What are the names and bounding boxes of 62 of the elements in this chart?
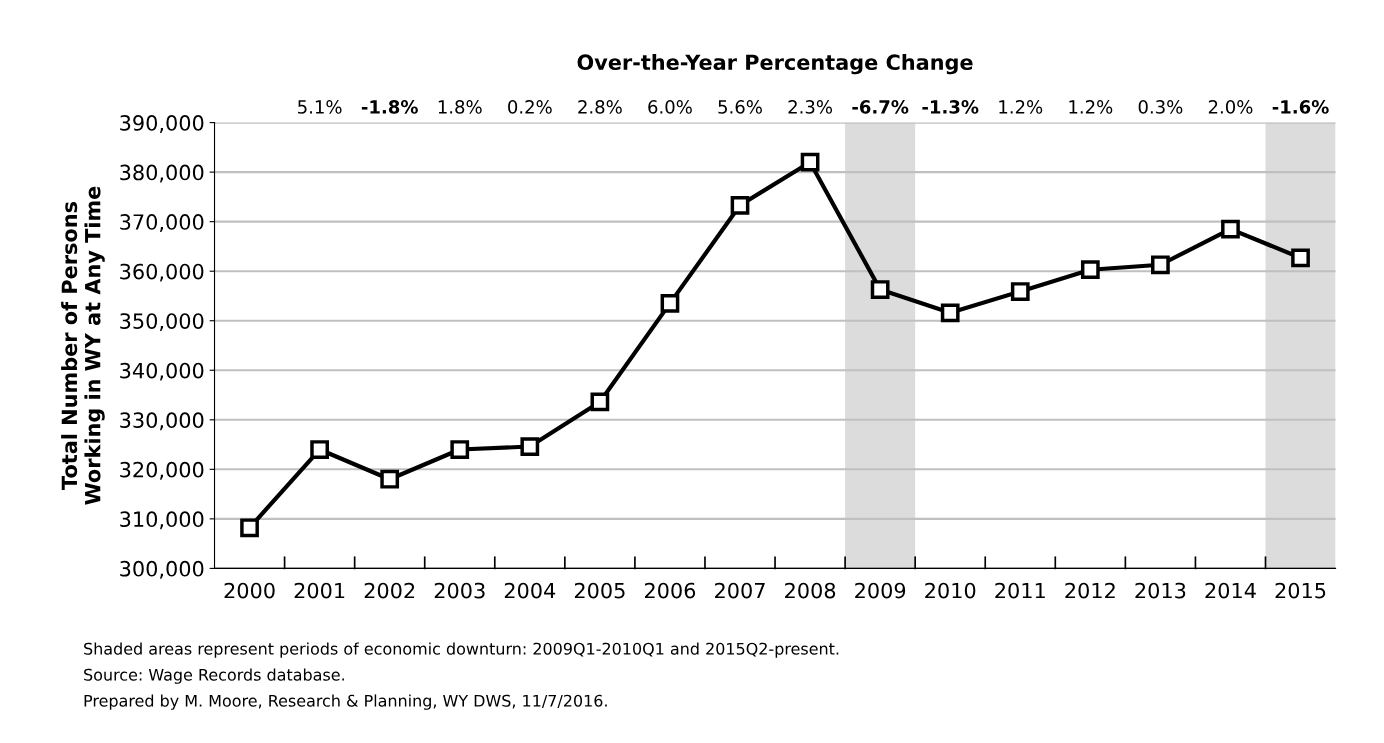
text: -1.3% xyxy=(922,100,979,114)
text: 5.1% xyxy=(298,100,342,114)
x-tick-label: 2005 xyxy=(574,582,625,599)
y-axis-title: Total Number of Persons Working in WY at Any Time xyxy=(61,186,105,505)
y-tick-label: 320,000 xyxy=(120,461,204,480)
y-tick-label: 340,000 xyxy=(120,362,204,381)
x-tick-label: 2004 xyxy=(504,582,556,599)
text: 5.6% xyxy=(718,100,762,114)
y-tick-label: 310,000 xyxy=(120,511,204,530)
y-tick-label: 350,000 xyxy=(120,313,204,332)
point xyxy=(450,440,470,459)
point xyxy=(660,294,680,313)
x-tick-label: 2010 xyxy=(925,582,976,599)
y-tick-label: 300,000 xyxy=(120,560,204,579)
text: 0.3% xyxy=(1138,100,1183,114)
y-tick-label: 330,000 xyxy=(120,412,204,431)
text: 1.2% xyxy=(1069,100,1113,114)
text: 2.3% xyxy=(788,100,833,114)
point xyxy=(1151,255,1170,275)
point xyxy=(240,518,259,538)
x-tick-label: 2009 xyxy=(855,582,906,599)
point xyxy=(1291,248,1310,268)
point xyxy=(310,440,329,459)
text: Prepared by M. Moore, Research & Planning, WY DWS, 11/7/2016. xyxy=(84,694,607,710)
text: Shaded areas represent periods of economic downturn: 2009Q1-2010Q1 and 2015Q2-present. xyxy=(84,642,839,658)
source-note: Source: Wage Records database. xyxy=(84,668,344,684)
y-tick-label: 360,000 xyxy=(120,263,204,282)
x-tick-label: 2013 xyxy=(1135,582,1186,599)
point xyxy=(940,303,960,323)
point xyxy=(1080,260,1100,280)
y-tick-label: 370,000 xyxy=(120,214,204,232)
x-tick-label: 2014 xyxy=(1205,582,1256,599)
x-tick-label: 2012 xyxy=(1065,582,1115,599)
text: 1.8% xyxy=(438,100,482,114)
text: -1.8% xyxy=(361,100,418,114)
text: -1.6% xyxy=(1272,100,1329,114)
x-tick-label: 2006 xyxy=(644,582,696,599)
point xyxy=(1010,282,1030,301)
x-tick-label: 2000 xyxy=(224,582,275,599)
y-tick-label: 390,000 xyxy=(120,115,204,133)
text: 0.2% xyxy=(508,100,552,114)
point xyxy=(800,152,820,172)
x-tick-label: 2008 xyxy=(785,582,836,599)
x-tick-label: 2002 xyxy=(364,582,415,599)
x-tick-label: 2011 xyxy=(995,582,1045,599)
x-tick-label: 2007 xyxy=(715,582,765,599)
text: 2.0% xyxy=(1208,100,1253,114)
text: 6.0% xyxy=(648,100,692,114)
point xyxy=(870,280,890,299)
point xyxy=(730,195,750,215)
point xyxy=(1221,219,1240,239)
x-tick-label: 2001 xyxy=(294,582,345,599)
point xyxy=(590,392,610,412)
text: -6.7% xyxy=(852,100,909,114)
text: 2.8% xyxy=(578,100,622,114)
x-tick-label: 2015 xyxy=(1275,582,1326,599)
text: 1.2% xyxy=(999,100,1043,114)
chart-title: Over-the-Year Percentage Change xyxy=(577,53,973,75)
point xyxy=(380,469,400,489)
y-tick-label: 380,000 xyxy=(120,164,204,183)
point xyxy=(520,437,540,456)
x-tick-label: 2003 xyxy=(434,582,485,599)
